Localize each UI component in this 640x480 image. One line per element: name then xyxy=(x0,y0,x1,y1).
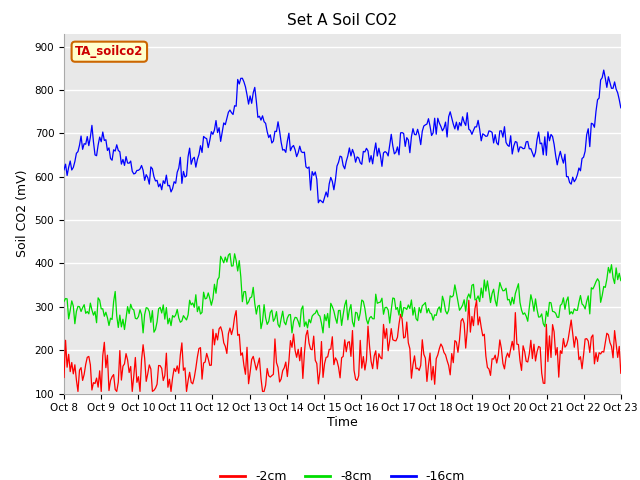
Text: TA_soilco2: TA_soilco2 xyxy=(75,45,143,58)
Y-axis label: Soil CO2 (mV): Soil CO2 (mV) xyxy=(16,170,29,257)
X-axis label: Time: Time xyxy=(327,416,358,429)
Legend: -2cm, -8cm, -16cm: -2cm, -8cm, -16cm xyxy=(215,465,470,480)
Title: Set A Soil CO2: Set A Soil CO2 xyxy=(287,13,397,28)
